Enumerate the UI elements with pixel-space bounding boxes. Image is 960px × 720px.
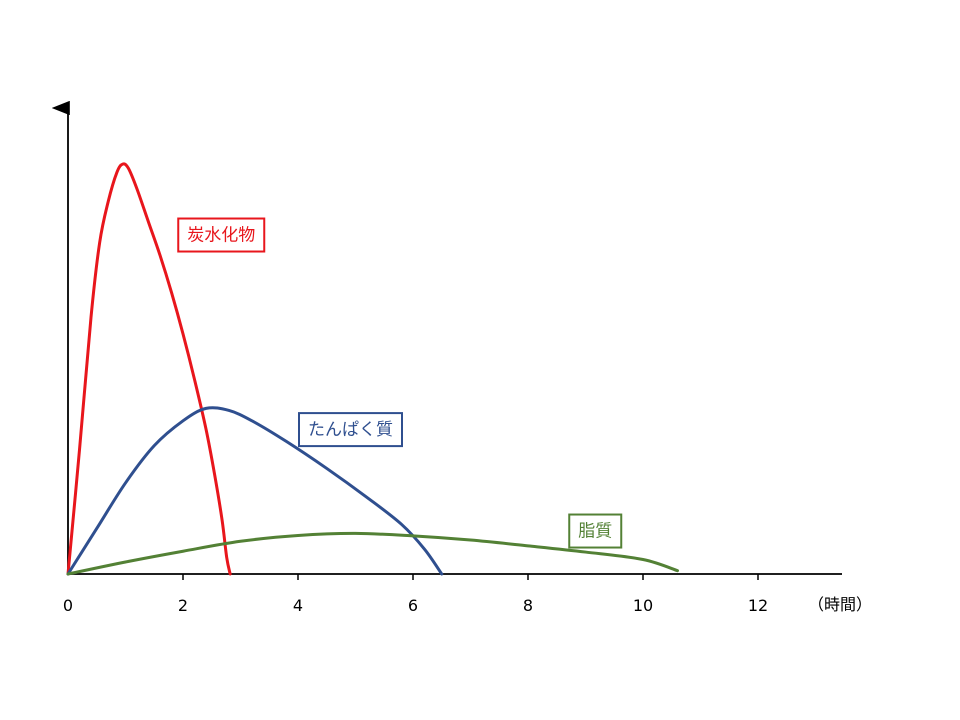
carbohydrate-line	[66, 162, 232, 576]
x-ticks: 0 2 4 6 8 10 12	[63, 574, 768, 615]
lipid-label: 脂質	[578, 522, 612, 542]
carbohydrate-label-box: 炭水化物	[177, 217, 266, 253]
x-tick-label: 4	[293, 596, 303, 615]
x-axis-label: （時間）	[808, 595, 872, 614]
protein-line	[66, 406, 444, 576]
series-layer	[66, 162, 679, 576]
protein-label-frame	[298, 412, 403, 448]
protein-label-box: たんぱく質	[298, 412, 403, 448]
x-tick-label: 8	[523, 596, 533, 615]
lipid-line	[66, 531, 679, 576]
x-tick-label: 6	[408, 596, 418, 615]
x-tick-label: 10	[633, 596, 653, 615]
carbohydrate-label-frame	[177, 217, 266, 253]
x-tick-label: 0	[63, 596, 73, 615]
lipid-label-frame	[568, 513, 623, 549]
x-tick-label: 12	[748, 596, 768, 615]
protein-label: たんぱく質	[308, 420, 393, 440]
carbohydrate-label: 炭水化物	[187, 226, 255, 246]
axes	[51, 100, 842, 575]
x-tick-label: 2	[178, 596, 188, 615]
lipid-label-box: 脂質	[568, 513, 623, 549]
